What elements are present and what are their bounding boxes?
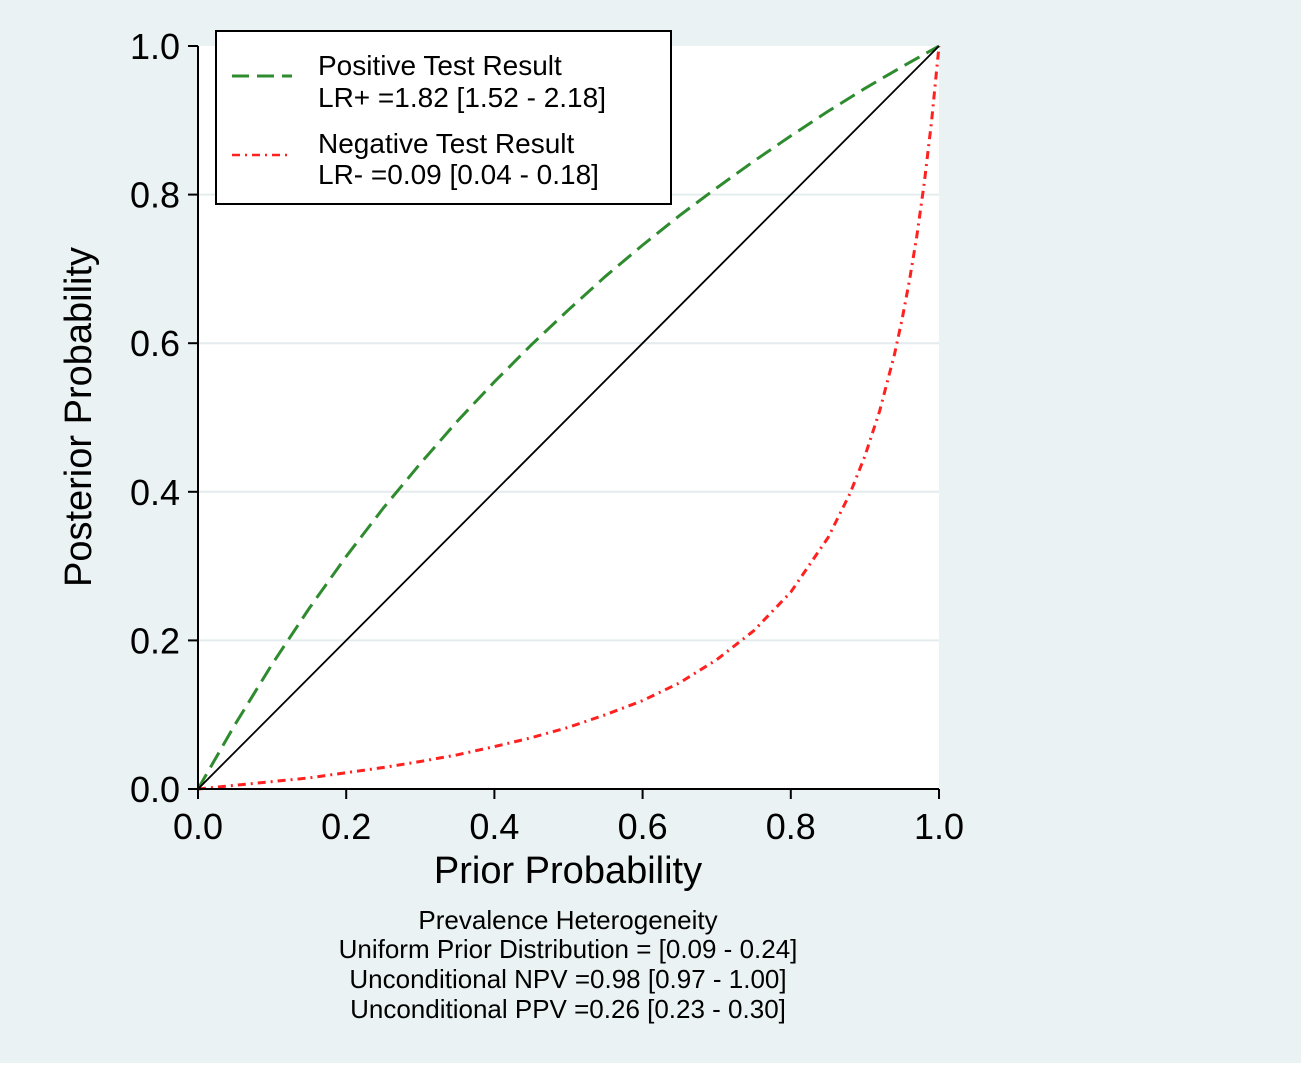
x-tick-label-1: 0.2 bbox=[321, 806, 371, 847]
note-prevalence: Prevalence Heterogeneity bbox=[418, 905, 717, 935]
y-tick-label-2: 0.4 bbox=[130, 472, 180, 513]
legend-detail-negative: LR- =0.09 [0.04 - 0.18] bbox=[318, 159, 599, 190]
note-npv: Unconditional NPV =0.98 [0.97 - 1.00] bbox=[349, 964, 786, 994]
series-line-0 bbox=[196, 44, 940, 790]
series-lines bbox=[196, 44, 941, 791]
x-tick-label-2: 0.4 bbox=[469, 806, 519, 847]
y-tick-label-4: 0.8 bbox=[130, 175, 180, 216]
y-axis-label: Posterior Probability bbox=[58, 247, 100, 587]
reference-diagonal-line bbox=[197, 45, 940, 790]
y-tick-label-0: 0.0 bbox=[130, 769, 180, 810]
x-tick-label-0: 0.0 bbox=[173, 806, 223, 847]
tick-labels: 0.0 0.2 0.4 0.6 0.8 1.0 0.0 0.2 0.4 0.6 0.8 1.0 bbox=[130, 26, 964, 847]
notes: Prevalence Heterogeneity Uniform Prior D… bbox=[339, 905, 798, 1024]
legend-detail-positive: LR+ =1.82 [1.52 - 2.18] bbox=[318, 82, 606, 113]
y-tick-label-5: 1.0 bbox=[130, 26, 180, 67]
y-tick-label-3: 0.6 bbox=[130, 323, 180, 364]
x-axis-label: Prior Probability bbox=[434, 850, 702, 892]
y-tick-label-1: 0.2 bbox=[130, 620, 180, 661]
series-line-1 bbox=[197, 45, 941, 791]
axes bbox=[188, 45, 940, 799]
legend-label-positive: Positive Test Result bbox=[318, 50, 562, 81]
note-ppv: Unconditional PPV =0.26 [0.23 - 0.30] bbox=[350, 994, 786, 1024]
note-uniform-prior: Uniform Prior Distribution = [0.09 - 0.2… bbox=[339, 934, 798, 964]
legend: Positive Test Result LR+ =1.82 [1.52 - 2… bbox=[215, 30, 672, 205]
x-tick-label-3: 0.6 bbox=[618, 806, 668, 847]
legend-box bbox=[215, 30, 672, 205]
x-tick-label-5: 1.0 bbox=[914, 806, 964, 847]
legend-label-negative: Negative Test Result bbox=[318, 128, 575, 159]
x-tick-label-4: 0.8 bbox=[766, 806, 816, 847]
